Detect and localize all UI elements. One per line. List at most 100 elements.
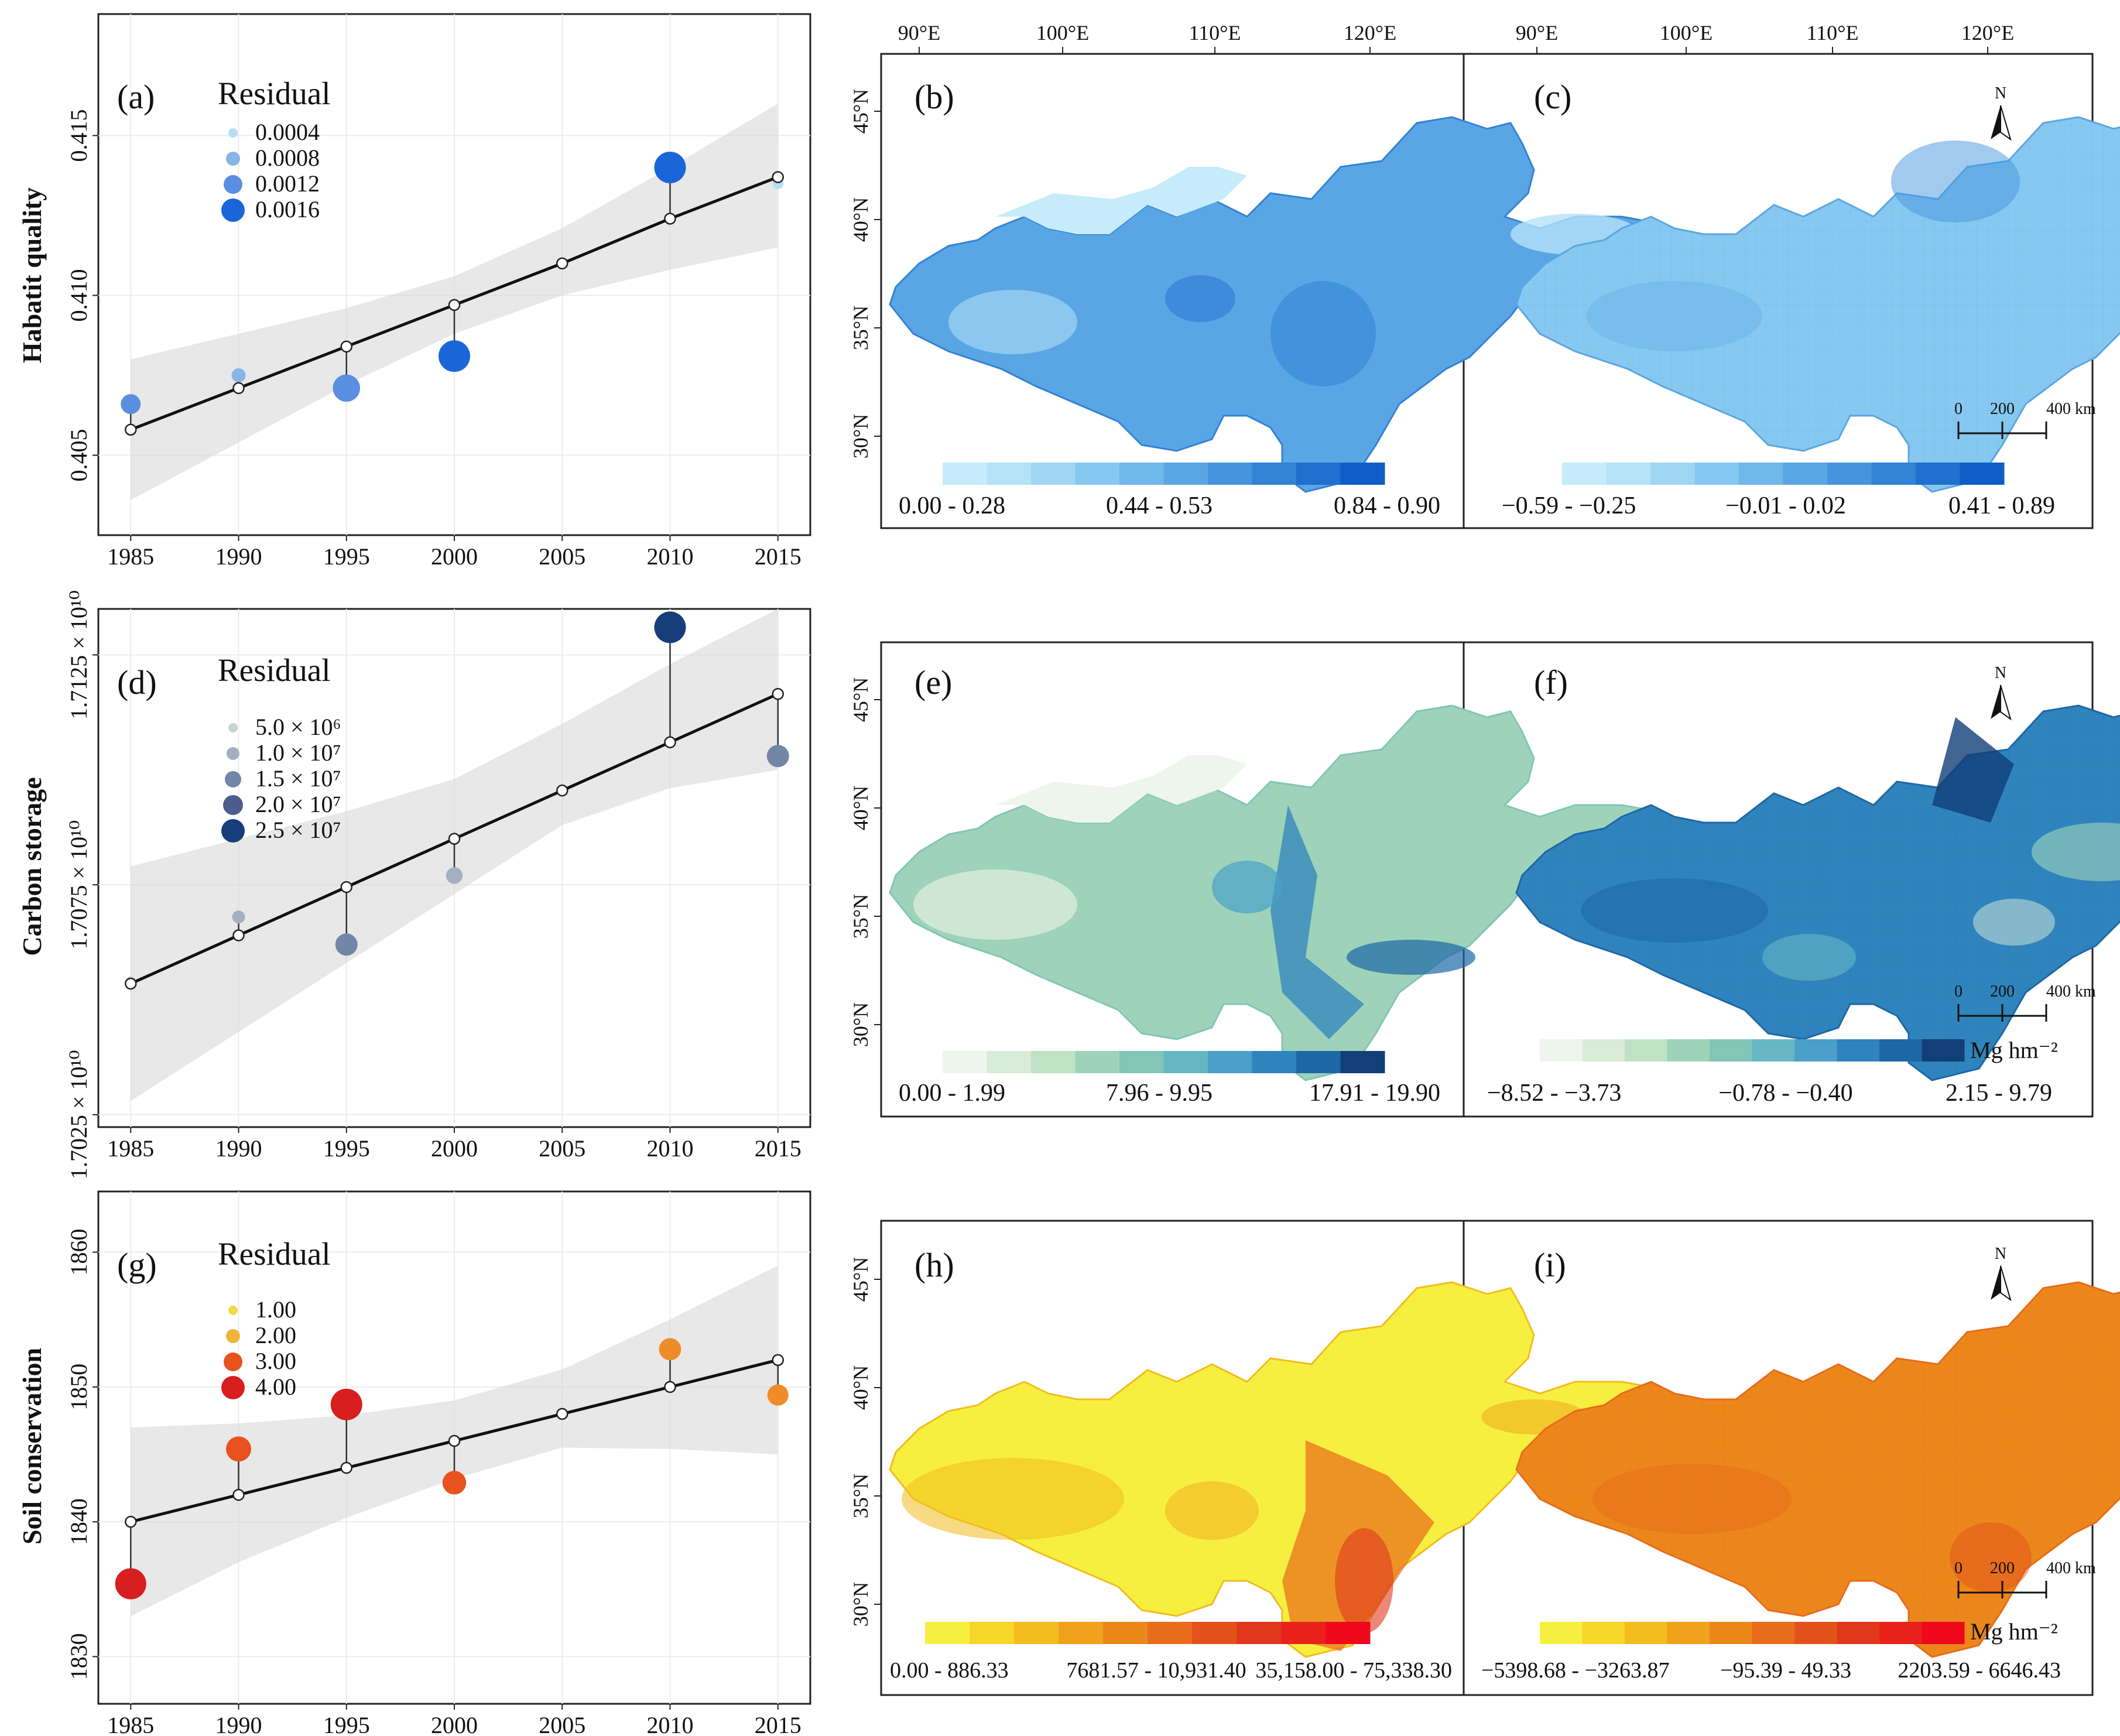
x-tick-label: 2010 xyxy=(646,543,693,570)
fitted-points-g xyxy=(125,1354,784,1528)
map-row-2: 45°N 40°N 35°N 30°N (e) 0.00 - 1.99 7.96… xyxy=(849,641,2120,1118)
y-tick-labels-d: 1.7025 × 10¹⁰ 1.7075 × 10¹⁰ 1.7125 × 10¹⁰ xyxy=(66,590,98,1179)
colorbar-swatch xyxy=(1540,1039,1583,1062)
x-tick-label: 2005 xyxy=(539,1135,585,1162)
x-tick-label: 1985 xyxy=(107,1712,154,1736)
map-row-1: 90°E 100°E 110°E 120°E 90°E 100°E 110°E … xyxy=(849,21,2120,529)
observed-point xyxy=(232,910,245,924)
colorbar-swatch xyxy=(1606,463,1651,485)
fitted-point xyxy=(340,881,353,893)
fitted-points-d xyxy=(125,688,784,990)
colorbar-swatch xyxy=(1879,1622,1922,1644)
x-tick-label: 1985 xyxy=(107,1135,154,1162)
colorbar-swatch xyxy=(987,1051,1032,1073)
y-axis-label-g: Soil conservation xyxy=(17,1348,47,1545)
colorbar-swatch xyxy=(1871,463,1916,485)
x-tick-label: 2015 xyxy=(755,1135,802,1162)
panel-letter-i: (i) xyxy=(1534,1246,1566,1284)
colorbar-swatch xyxy=(1075,463,1120,485)
colorbar-swatch xyxy=(1540,1622,1583,1644)
colorbar-swatch xyxy=(1119,1051,1164,1073)
colorbar-swatch xyxy=(1296,1051,1341,1073)
legend-label: 0.0016 xyxy=(255,196,320,222)
legend-swatch xyxy=(223,795,243,815)
observed-point xyxy=(439,340,470,372)
colorbar-swatch xyxy=(1296,463,1341,485)
plot-panel-a: 0.405 0.410 0.415 1985 1990 1995 2000 2005 2010… xyxy=(17,13,811,570)
legend-label-f-mid: −0.78 - −0.40 xyxy=(1718,1080,1852,1107)
colorbar-c xyxy=(1562,463,2005,485)
colorbar-swatch xyxy=(1163,1051,1208,1073)
colorbar-swatch xyxy=(1837,1622,1880,1644)
lat-label-35n-row-1: 35°N xyxy=(849,306,872,350)
legend-swatch xyxy=(225,771,241,787)
colorbar-i xyxy=(1540,1622,1965,1644)
colorbar-swatch xyxy=(1625,1039,1667,1062)
observed-point xyxy=(231,368,246,382)
map-b: (b) 0.00 - 0.28 0.44 - 0.53 0.84 - 0.90 xyxy=(889,78,1670,519)
north-arrow-icon-c: N xyxy=(1991,84,2012,141)
scale-label-0-i: 0 xyxy=(1954,1559,1963,1577)
x-tick-labels-d: 1985 1990 1995 2000 2005 2010 2015 xyxy=(107,1127,802,1162)
legend-label-b-low: 0.00 - 0.28 xyxy=(899,492,1005,519)
colorbar-swatch xyxy=(1837,1039,1880,1062)
fitted-point xyxy=(232,929,245,941)
colorbar-swatch xyxy=(1192,1622,1237,1644)
x-tick-label: 2005 xyxy=(539,543,585,570)
legend-swatch xyxy=(221,198,245,222)
y-tick-label: 1.7125 × 10¹⁰ xyxy=(66,590,92,720)
x-tick-label: 1990 xyxy=(215,543,262,570)
legend-label-i-high: 2203.59 - 6646.43 xyxy=(1898,1658,2061,1683)
colorbar-swatch xyxy=(1794,1622,1837,1644)
fitted-point xyxy=(340,1461,353,1474)
colorbar-swatch xyxy=(1340,1051,1385,1073)
colorbar-swatch xyxy=(1922,1039,1965,1062)
scale-label-400-c: 400 km xyxy=(2046,400,2096,418)
colorbar-swatch xyxy=(1916,463,1960,485)
fitted-point xyxy=(125,1515,137,1528)
colorbar-b xyxy=(943,463,1385,485)
lon-axis-c: 90°E 100°E 110°E 120°E xyxy=(1516,21,2014,54)
legend-title-a: Residual xyxy=(218,76,330,111)
panel-letter-h: (h) xyxy=(915,1246,954,1284)
legend-swatch xyxy=(221,819,245,843)
fitted-point xyxy=(448,833,461,845)
colorbar-swatch xyxy=(987,463,1032,485)
fitted-point xyxy=(556,784,568,797)
lon-label-100e-c: 100°E xyxy=(1660,21,1713,44)
colorbar-swatch xyxy=(970,1622,1015,1644)
legend-swatch xyxy=(226,1329,240,1343)
lat-label-45n-row-3: 45°N xyxy=(849,1257,872,1302)
y-axis-label-d: Carbon storage xyxy=(17,777,47,956)
panel-letter-b: (b) xyxy=(915,78,954,116)
colorbar-swatch xyxy=(1031,463,1076,485)
colorbar-swatch xyxy=(1075,1051,1120,1073)
fitted-point xyxy=(448,299,461,311)
colorbar-swatch xyxy=(1739,463,1783,485)
lat-label-40n-row-1: 40°N xyxy=(849,197,872,242)
fitted-point xyxy=(772,1354,784,1367)
x-tick-label: 1995 xyxy=(323,1135,370,1162)
lat-label-45n-row-2: 45°N xyxy=(849,677,872,722)
legend-swatch xyxy=(227,747,239,760)
map-c: (c) N 0 200 400 km xyxy=(1502,78,2120,519)
legend-label-e-mid: 7.96 - 9.95 xyxy=(1106,1080,1213,1107)
colorbar-swatch xyxy=(1694,463,1739,485)
colorbar-h xyxy=(925,1622,1371,1644)
legend-label-c-mid: −0.01 - 0.02 xyxy=(1725,492,1846,519)
lat-label-30n-row-1: 30°N xyxy=(849,414,872,458)
legend-label-i-mid: −95.39 - 49.33 xyxy=(1720,1658,1851,1683)
legend-label-c-high: 0.41 - 0.89 xyxy=(1948,492,2055,519)
x-tick-label: 2015 xyxy=(755,1712,802,1736)
x-tick-label: 1995 xyxy=(323,1712,370,1736)
fitted-point xyxy=(125,977,137,990)
legend-swatch xyxy=(228,723,238,732)
observed-point xyxy=(335,933,358,956)
y-tick-labels-g: 1830 1840 1850 1860 xyxy=(66,1229,98,1680)
y-tick-label: 1.7025 × 10¹⁰ xyxy=(66,1050,92,1180)
panel-letter-e: (e) xyxy=(915,663,952,701)
fitted-point xyxy=(772,171,784,183)
x-tick-label: 1995 xyxy=(323,543,370,570)
